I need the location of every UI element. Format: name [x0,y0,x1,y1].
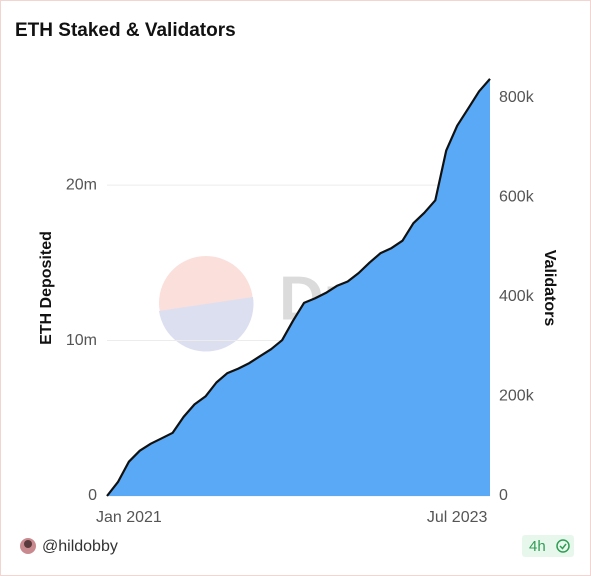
author-avatar-face [24,540,32,548]
x-tick-label: Jul 2023 [427,509,488,526]
eth-area [107,79,490,497]
freshness: 4h [529,538,546,555]
validators-line [106,78,491,497]
check-icon [556,539,570,553]
check-mark [559,543,567,550]
y-axis-title: ETH Deposited [38,231,55,345]
y-tick-label: 0 [88,487,97,504]
watermark-logo-part [159,297,254,352]
watermark-logo [159,256,253,350]
x-tick-label: Jan 2021 [96,509,162,526]
y2-tick-label: 200k [499,388,535,405]
y-tick-label: 10m [66,332,97,349]
y2-tick-label: 800k [499,89,535,106]
plot: 0 10m 20m 0 200k 400k 600k 800k Jan 2021 Jul 2023 [66,78,535,526]
y2-axis-title: Validators [541,250,558,327]
y2-tick-label: 600k [499,189,535,206]
author[interactable]: @hildobby [42,538,118,555]
y2-tick-label: 0 [499,487,508,504]
chart-title: ETH Staked & Validators [15,20,236,41]
y2-tick-label: 400k [499,288,535,305]
y-tick-label: 20m [66,176,97,193]
